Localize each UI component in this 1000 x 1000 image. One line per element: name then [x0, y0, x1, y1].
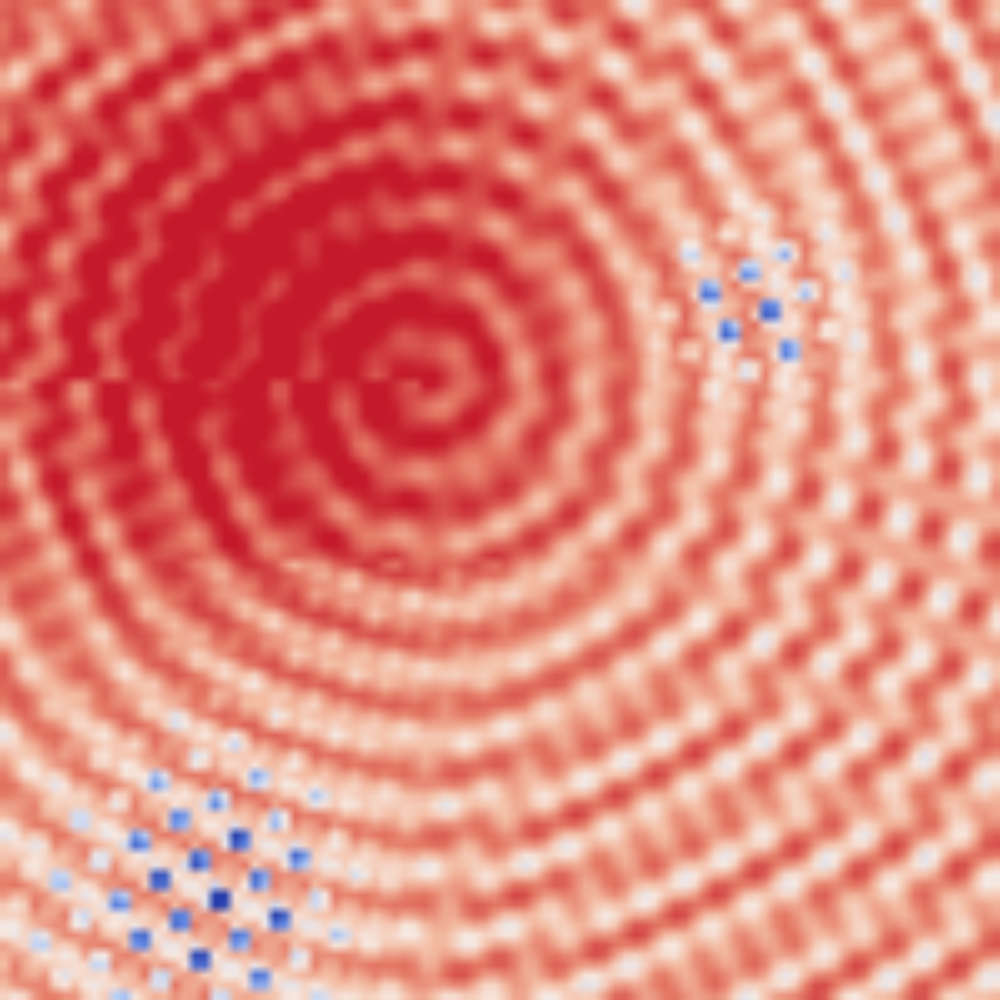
- interference-field: [0, 0, 1000, 1000]
- heatmap-canvas: [0, 0, 1000, 1000]
